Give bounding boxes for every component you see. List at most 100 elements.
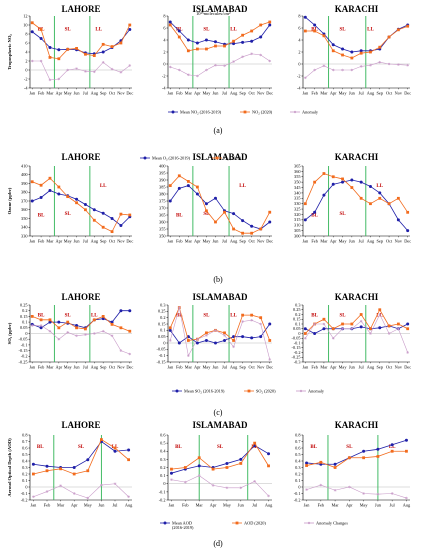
y-tick-label: 380 — [21, 190, 27, 195]
data-point-y2020 — [128, 329, 132, 333]
data-point-mean — [341, 47, 345, 51]
phase-label: LL — [100, 184, 107, 189]
data-point-mean — [378, 326, 382, 330]
x-tick-label: Oct — [109, 239, 116, 244]
legend-label: NO₂ (2020) — [252, 110, 273, 115]
x-tick-label: Sep — [377, 365, 383, 370]
data-point-y2020 — [100, 438, 103, 441]
series-y2020 — [303, 308, 410, 335]
data-point-mean — [101, 211, 105, 215]
data-point-mean — [223, 338, 227, 342]
chart-a3: KARACHI -4 -2 0 2 4 6 8 Jan Feb Mar Apr May Jun Jul Aug… — [297, 4, 411, 96]
data-point-anomaly — [348, 485, 351, 489]
series-line-anomaly — [306, 484, 407, 499]
x-tick-label: Apr — [330, 365, 337, 370]
data-point-anomaly — [32, 495, 35, 499]
x-tick-label: Aug — [230, 239, 238, 244]
y-tick-label: 380 — [159, 191, 165, 196]
x-tick-label: Nov — [395, 91, 403, 96]
panel-label-a: (a) — [214, 126, 223, 135]
x-tick-label: Dec — [266, 91, 273, 96]
x-tick-label: Dec — [404, 239, 411, 244]
data-point-y2020 — [322, 317, 326, 321]
data-point-mean — [30, 30, 34, 34]
x-tick-label: Nov — [395, 365, 403, 370]
x-tick-label: Oct — [109, 91, 116, 96]
data-point-y2020 — [86, 469, 90, 473]
data-point-y2020 — [119, 326, 123, 330]
x-tick-label: Apr — [194, 365, 201, 370]
y-tick-label: 0.4 — [22, 458, 28, 463]
data-point-y2020 — [223, 44, 226, 48]
data-point-mean — [39, 37, 43, 40]
series-line-mean — [32, 310, 130, 329]
y-tick-label: -0.1 — [159, 489, 166, 494]
data-point-y2020 — [30, 180, 34, 184]
data-point-anomaly — [359, 65, 363, 68]
x-tick-label: Aug — [230, 91, 238, 96]
data-point-y2020 — [369, 50, 372, 54]
x-tick-label: Sep — [239, 365, 245, 370]
data-point-mean — [127, 448, 131, 452]
x-tick-label: Jun — [349, 365, 356, 370]
y-tick-label: 8 — [298, 13, 300, 18]
data-point-y2020 — [110, 230, 114, 234]
data-point-mean — [267, 452, 271, 456]
series-line-mean — [33, 440, 129, 468]
data-point-anomaly — [223, 334, 226, 337]
y-tick-label: 340 — [294, 190, 300, 195]
data-point-y2020 — [322, 172, 326, 175]
data-point-y2020 — [253, 441, 257, 445]
x-tick-label: Mar — [46, 239, 54, 244]
x-tick-label: Jun — [349, 91, 356, 96]
phase-label: LL — [230, 27, 237, 32]
x-tick-label: Sep — [377, 91, 383, 96]
data-point-mean — [232, 42, 236, 46]
data-point-mean — [359, 49, 363, 53]
y-tick-label: 0.5 — [22, 452, 27, 457]
y-tick-label: 315 — [294, 217, 300, 222]
data-point-y2020 — [241, 33, 245, 37]
data-point-y2020 — [387, 35, 391, 39]
y-tick-label: 4 — [298, 37, 301, 42]
x-tick-label: Oct — [109, 365, 116, 370]
data-point-y2020 — [66, 195, 70, 199]
data-point-mean — [239, 457, 243, 461]
data-point-y2020 — [186, 49, 190, 53]
series-anomaly — [168, 306, 272, 361]
data-point-y2020 — [119, 212, 123, 216]
series-line-y2020 — [31, 22, 131, 60]
data-point-y2020 — [92, 318, 96, 322]
y-tick-label: -0.05 — [157, 347, 166, 352]
series-line-anomaly — [171, 475, 269, 497]
y-tick-label: 2 — [25, 58, 27, 63]
y-tick-label: -0.15 — [292, 345, 301, 350]
x-tick-label: Apr — [194, 91, 201, 96]
data-point-y2020 — [223, 210, 226, 214]
y-tick-label: 320 — [294, 212, 300, 217]
data-point-anomaly — [75, 334, 78, 338]
x-tick-label: Oct — [249, 365, 256, 370]
y-tick-label: 0.1 — [295, 478, 300, 483]
series-line-mean — [305, 179, 408, 231]
data-point-anomaly — [267, 494, 270, 498]
data-point-anomaly — [304, 76, 307, 80]
x-tick-label: Aug — [265, 503, 273, 508]
x-tick-label: Mar — [46, 91, 54, 96]
x-tick-label: Jul — [112, 503, 118, 508]
series-y2020 — [32, 438, 130, 476]
x-tick-label: Jun — [349, 239, 356, 244]
x-tick-label: Jan — [167, 91, 174, 96]
legend-swatch-marker — [235, 521, 239, 525]
x-tick-label: Jan — [302, 239, 309, 244]
y-tick-label: 0.5 — [295, 452, 300, 457]
data-point-anomaly — [259, 53, 262, 57]
y-tick-label: 0.2 — [160, 315, 165, 320]
series-line-mean — [305, 323, 408, 334]
series-mean — [303, 178, 410, 233]
x-tick-label: Mar — [320, 91, 328, 96]
data-point-y2020 — [177, 35, 181, 39]
x-tick-label: Dec — [126, 91, 133, 96]
y-tick-label: 365 — [159, 212, 165, 217]
